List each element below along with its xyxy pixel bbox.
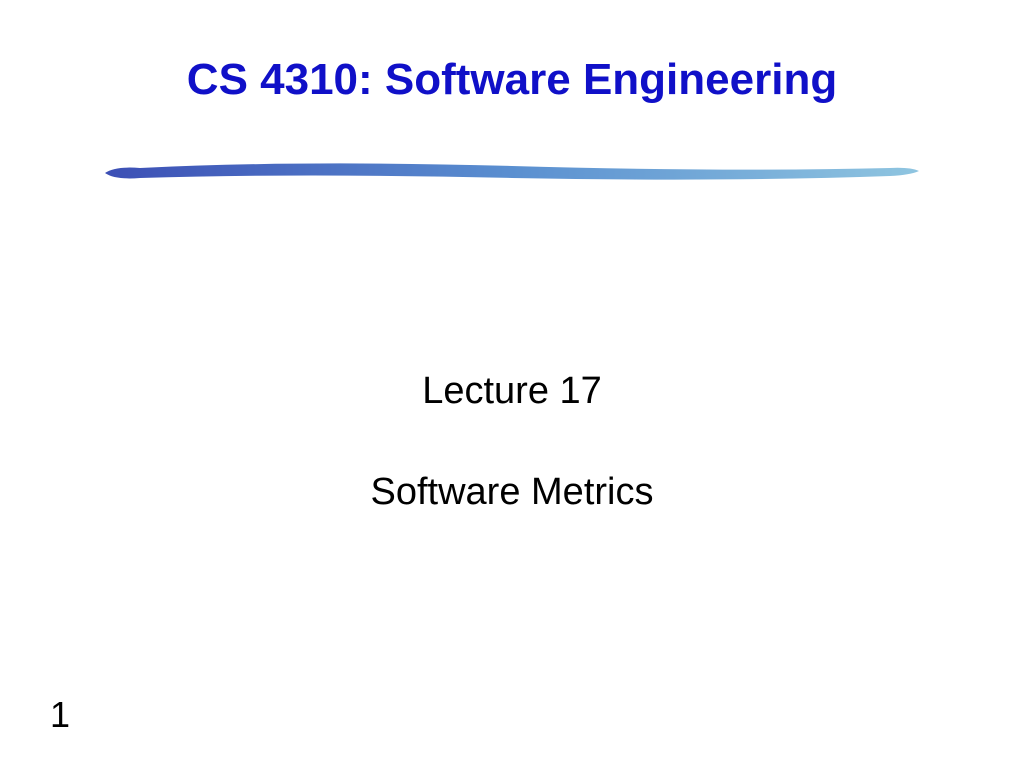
page-number: 1	[50, 694, 70, 736]
content-area: Lecture 17 Software Metrics	[0, 370, 1024, 514]
slide-title: CS 4310: Software Engineering	[0, 55, 1024, 105]
lecture-topic: Software Metrics	[0, 471, 1024, 514]
divider-swoosh	[100, 158, 924, 188]
lecture-number: Lecture 17	[0, 370, 1024, 413]
slide-container: CS 4310: Software Engineering Lecture 17…	[0, 0, 1024, 768]
